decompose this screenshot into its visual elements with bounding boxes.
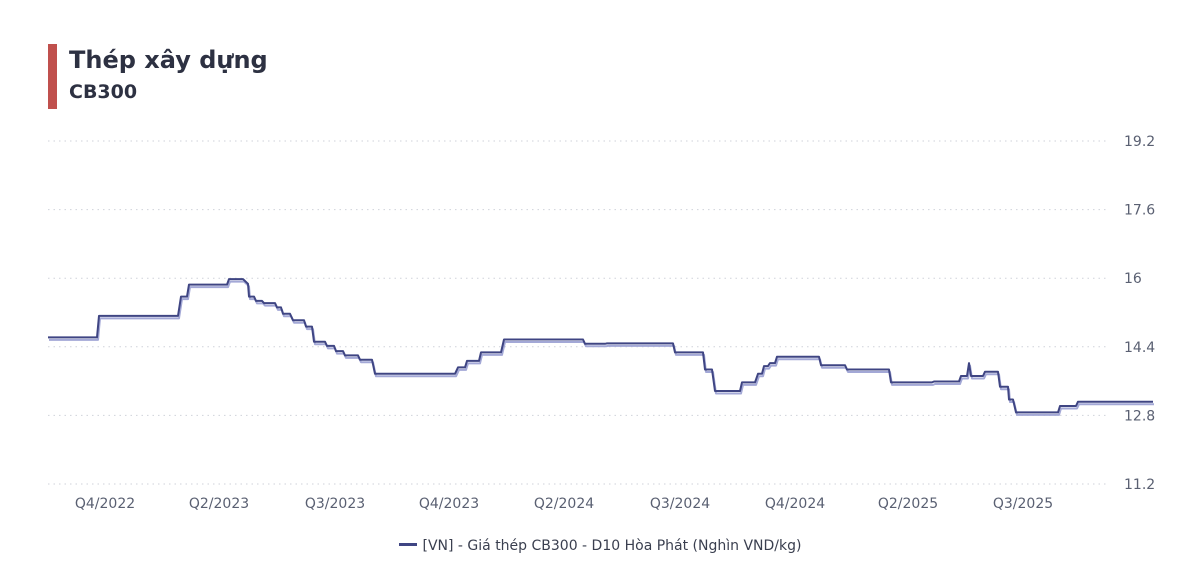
legend-label: [VN] - Giá thép CB300 - D10 Hòa Phát (Ng…	[422, 538, 802, 554]
grid-lines	[48, 140, 1106, 485]
legend-swatch	[398, 542, 417, 546]
x-tick-label: Q3/2024	[650, 496, 710, 512]
chart-subtitle: CB300	[69, 81, 138, 103]
x-tick-label: Q4/2023	[419, 496, 479, 512]
legend[interactable]: [VN] - Giá thép CB300 - D10 Hòa Phát (Ng…	[0, 538, 1200, 554]
series-shadow-line	[49, 280, 1154, 416]
x-tick-label: Q4/2022	[75, 496, 135, 512]
chart-title: Thép xây dựng	[69, 46, 268, 74]
x-tick-label: Q2/2024	[534, 496, 594, 512]
y-tick-label: 14.4	[1124, 340, 1155, 356]
y-axis-tick-labels: 11.2 12.8 14.4 16 17.6 19.2	[1124, 134, 1155, 493]
y-tick-label: 17.6	[1124, 203, 1155, 219]
y-tick-label: 12.8	[1124, 408, 1155, 424]
x-tick-label: Q2/2023	[189, 496, 249, 512]
x-tick-label: Q3/2025	[993, 496, 1053, 512]
series-line-cb300-d10[interactable]	[48, 278, 1153, 414]
x-tick-label: Q3/2023	[305, 496, 365, 512]
title-accent-bar	[48, 44, 57, 109]
x-tick-label: Q2/2025	[878, 496, 938, 512]
x-tick-label: Q4/2024	[765, 496, 825, 512]
y-tick-label: 16	[1124, 271, 1142, 287]
series-group	[48, 278, 1154, 416]
y-tick-label: 19.2	[1124, 134, 1155, 150]
y-tick-label: 11.2	[1124, 477, 1155, 493]
x-axis-tick-labels: Q4/2022 Q2/2023 Q3/2023 Q4/2023 Q2/2024 Q3/20…	[75, 496, 1053, 512]
